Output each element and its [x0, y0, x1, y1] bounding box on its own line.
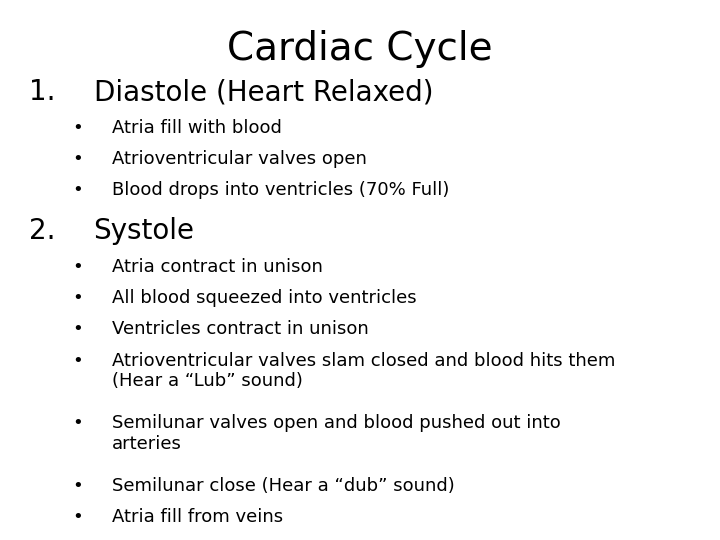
Text: Atrioventricular valves slam closed and blood hits them
(Hear a “Lub” sound): Atrioventricular valves slam closed and …: [112, 352, 615, 390]
Text: •: •: [72, 414, 83, 432]
Text: •: •: [72, 150, 83, 168]
Text: Diastole (Heart Relaxed): Diastole (Heart Relaxed): [94, 78, 433, 106]
Text: Atria fill from veins: Atria fill from veins: [112, 508, 283, 526]
Text: •: •: [72, 477, 83, 495]
Text: Systole: Systole: [94, 217, 194, 245]
Text: •: •: [72, 320, 83, 338]
Text: Cardiac Cycle: Cardiac Cycle: [228, 30, 492, 68]
Text: 1.: 1.: [29, 78, 55, 106]
Text: •: •: [72, 508, 83, 526]
Text: All blood squeezed into ventricles: All blood squeezed into ventricles: [112, 289, 416, 307]
Text: •: •: [72, 258, 83, 275]
Text: Ventricles contract in unison: Ventricles contract in unison: [112, 320, 369, 338]
Text: Atria fill with blood: Atria fill with blood: [112, 119, 282, 137]
Text: •: •: [72, 181, 83, 199]
Text: •: •: [72, 352, 83, 369]
Text: 2.: 2.: [29, 217, 55, 245]
Text: Semilunar valves open and blood pushed out into
arteries: Semilunar valves open and blood pushed o…: [112, 414, 560, 453]
Text: Blood drops into ventricles (70% Full): Blood drops into ventricles (70% Full): [112, 181, 449, 199]
Text: •: •: [72, 289, 83, 307]
Text: Semilunar close (Hear a “dub” sound): Semilunar close (Hear a “dub” sound): [112, 477, 454, 495]
Text: •: •: [72, 119, 83, 137]
Text: Atria contract in unison: Atria contract in unison: [112, 258, 323, 275]
Text: Atrioventricular valves open: Atrioventricular valves open: [112, 150, 366, 168]
